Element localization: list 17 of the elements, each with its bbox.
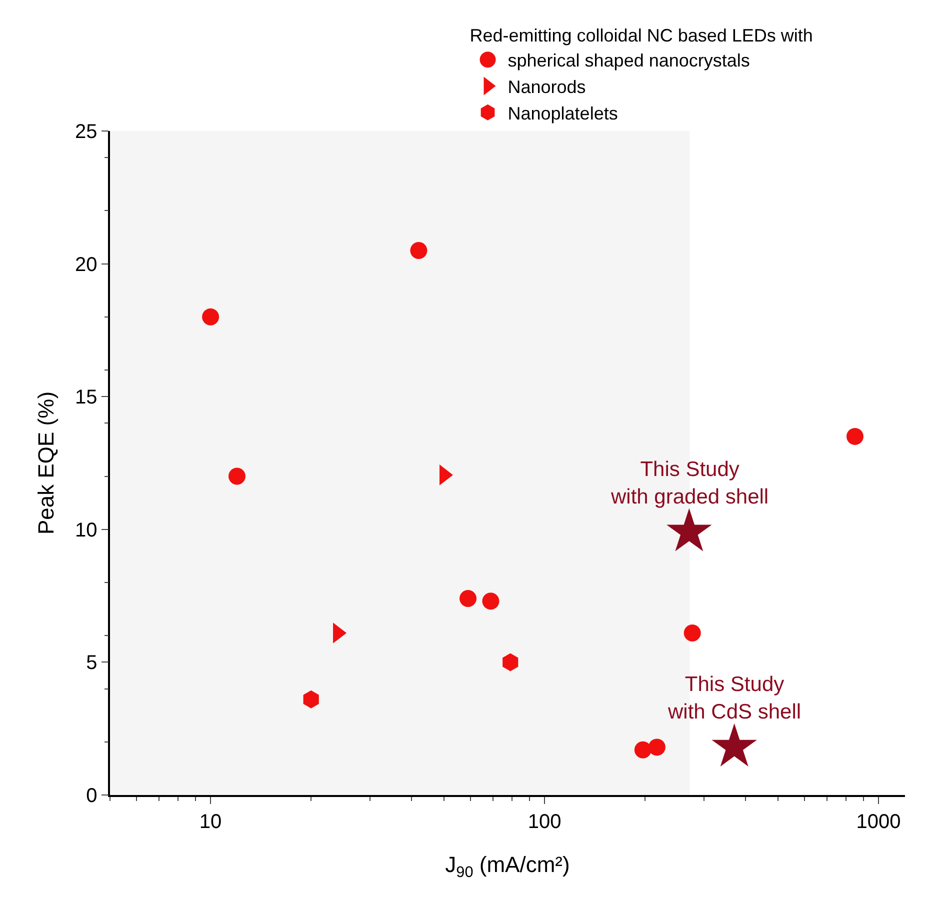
annotation: This Study with graded shell	[610, 458, 769, 508]
x-tick-label: 100	[528, 810, 562, 833]
annotation: This Study with CdS shell	[667, 673, 802, 724]
legend-label: Nanorods	[508, 77, 586, 98]
y-tick-label: 25	[75, 121, 98, 143]
x-axis-title: J$_{90}$ (mA/cm²)	[445, 852, 570, 881]
legend-label: Nanoplatelets	[508, 103, 618, 124]
x-tick-label: 1000	[856, 810, 901, 833]
y-tick-label: 10	[75, 519, 98, 542]
legend-title: Red-emitting colloidal NC based LEDs with	[470, 25, 813, 46]
y-tick-label: 0	[86, 785, 98, 807]
legend-label: spherical shaped nanocrystals	[508, 50, 750, 71]
y-tick-label: 20	[75, 254, 98, 276]
y-axis-title: Peak EQE (%)	[33, 391, 58, 535]
x-tick-label: 10	[199, 810, 222, 833]
y-tick-label: 5	[86, 652, 98, 674]
y-tick-label: 15	[75, 386, 98, 409]
